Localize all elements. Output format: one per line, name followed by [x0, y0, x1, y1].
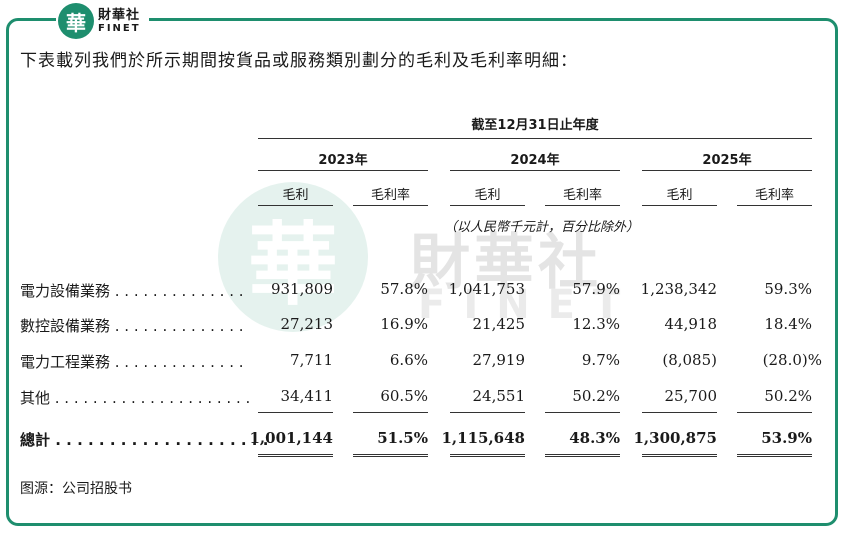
table-cell: 59.3% — [764, 280, 812, 298]
period-header: 截至12月31日止年度 — [471, 118, 599, 133]
table-cell: 21,425 — [472, 315, 526, 333]
finet-logo: 華 財華社 FINET — [56, 2, 149, 40]
subtotal-rule — [737, 412, 812, 413]
subtotal-rule — [642, 412, 717, 413]
table-cell: 34,411 — [280, 387, 334, 405]
table-cell: 18.4% — [764, 315, 812, 333]
table-cell: 27,213 — [280, 315, 334, 333]
table-cell: 25,700 — [664, 387, 718, 405]
subtotal-rule — [450, 412, 525, 413]
col-header-margin: 毛利率 — [754, 188, 794, 203]
total-cell: 1,115,648 — [441, 429, 525, 447]
logo-name-en: FINET — [98, 22, 141, 34]
subheader-rule — [545, 205, 620, 206]
subheader-rule — [450, 205, 525, 206]
total-double-rule — [545, 454, 620, 457]
page-title: 下表載列我們於所示期間按貨品或服務類別劃分的毛利及毛利率明細： — [20, 51, 578, 71]
table-cell: 931,809 — [270, 280, 333, 298]
logo-emblem-icon: 華 — [58, 3, 94, 39]
subheader-rule — [258, 205, 333, 206]
total-double-rule — [737, 454, 812, 457]
subtotal-rule — [258, 412, 333, 413]
table-cell: 57.9% — [572, 280, 620, 298]
col-header-gross-profit: 毛利 — [282, 188, 309, 203]
total-cell: 1,001,144 — [249, 429, 333, 447]
table-cell: (28.0)% — [762, 351, 822, 369]
subheader-rule — [642, 205, 717, 206]
total-cell: 48.3% — [569, 429, 620, 447]
year-2024-header: 2024年 — [510, 153, 560, 168]
table-cell: 50.2% — [764, 387, 812, 405]
year-rule — [450, 170, 620, 171]
table-cell: 44,918 — [664, 315, 718, 333]
total-double-rule — [353, 454, 428, 457]
col-header-margin: 毛利率 — [562, 188, 602, 203]
year-rule — [258, 170, 428, 171]
subtotal-rule — [545, 412, 620, 413]
col-header-gross-profit: 毛利 — [666, 188, 693, 203]
total-double-rule — [642, 454, 717, 457]
table-cell: 12.3% — [572, 315, 620, 333]
table-cell: 7,711 — [290, 351, 333, 369]
row-label-cnc-equipment: 數控設備業務 . . . . . . . . . . . . . . — [20, 317, 244, 335]
subheader-rule — [353, 205, 428, 206]
table-cell: 57.8% — [380, 280, 428, 298]
table-cell: 24,551 — [472, 387, 526, 405]
total-double-rule — [258, 454, 333, 457]
year-2023-header: 2023年 — [318, 153, 368, 168]
table-cell: 1,238,342 — [640, 280, 717, 298]
source-note: 图源：公司招股书 — [20, 481, 132, 497]
col-header-gross-profit: 毛利 — [474, 188, 501, 203]
logo-name-cn: 財華社 — [98, 7, 141, 23]
table-cell: 60.5% — [380, 387, 428, 405]
row-label-power-equipment: 電力設備業務 . . . . . . . . . . . . . . — [20, 282, 244, 300]
subheader-rule — [737, 205, 812, 206]
table-cell: 6.6% — [389, 351, 428, 369]
total-double-rule — [450, 454, 525, 457]
table-cell: 27,919 — [472, 351, 526, 369]
year-rule — [642, 170, 812, 171]
table-cell: 50.2% — [572, 387, 620, 405]
header-rule — [258, 138, 812, 139]
table-cell: 16.9% — [380, 315, 428, 333]
row-label-total: 總計 . . . . . . . . . . . . . . . . . . .… — [20, 431, 269, 449]
table-cell: (8,085) — [662, 351, 717, 369]
table-cell: 9.7% — [581, 351, 620, 369]
row-label-other: 其他 . . . . . . . . . . . . . . . . . . .… — [20, 389, 251, 407]
table-cell: 1,041,753 — [448, 280, 525, 298]
content-frame — [6, 18, 838, 526]
total-cell: 51.5% — [377, 429, 428, 447]
row-label-power-engineering: 電力工程業務 . . . . . . . . . . . . . . — [20, 353, 244, 371]
subtotal-rule — [353, 412, 428, 413]
unit-note: （以人民幣千元計，百分比除外） — [444, 220, 640, 235]
col-header-margin: 毛利率 — [370, 188, 410, 203]
total-cell: 1,300,875 — [633, 429, 717, 447]
year-2025-header: 2025年 — [702, 153, 752, 168]
total-cell: 53.9% — [761, 429, 812, 447]
